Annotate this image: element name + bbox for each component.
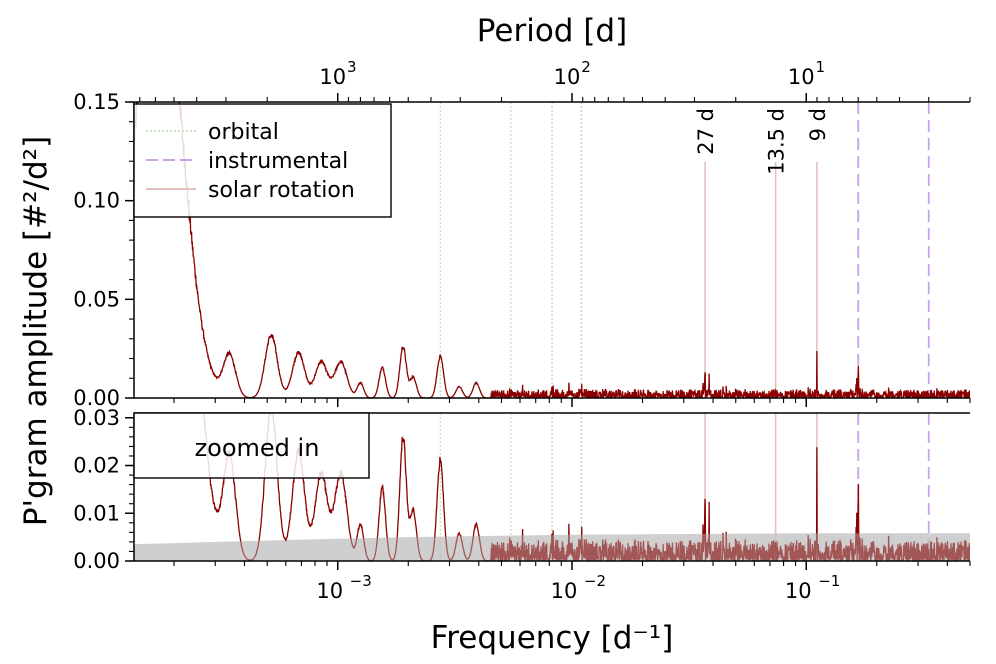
- x-tick-label: 10: [316, 579, 343, 603]
- zoomed-in-frame: [133, 412, 370, 479]
- periodogram-line-main: [134, 102, 970, 398]
- x-tick-exponent: −1: [818, 572, 840, 590]
- axis-ticks: 10 −3 10 −2 10 −110 3 10 2 10 10.000.050.100.150.0…: [73, 58, 971, 603]
- top-tick-label: 10: [554, 65, 581, 89]
- y-tick-label: 0.03: [73, 406, 120, 430]
- y-tick-label: 0.15: [73, 90, 120, 114]
- solar-rotation-label: 27 d: [694, 108, 718, 155]
- top-tick-exponent: 3: [347, 58, 357, 76]
- top-tick-label: 10: [788, 65, 815, 89]
- x-tick-label: 10: [785, 579, 812, 603]
- zoomed-in-label: zoomed in: [195, 434, 320, 462]
- x-axis-title: Frequency [d⁻¹]: [431, 620, 674, 656]
- y-tick-label: 0.02: [73, 454, 120, 478]
- y-tick-label: 0.01: [73, 501, 120, 525]
- y-tick-label: 0.05: [73, 287, 120, 311]
- top-tick-label: 10: [319, 65, 346, 89]
- x-tick-exponent: −3: [350, 572, 372, 590]
- legend-label-solar: solar rotation: [208, 178, 355, 203]
- y-tick-label: 0.00: [73, 549, 120, 573]
- legend-label-orbital: orbital: [208, 120, 279, 145]
- legend-label-instrumental: instrumental: [208, 149, 348, 174]
- solar-rotation-label: 13.5 d: [765, 108, 789, 175]
- top-axis-title: Period [d]: [477, 13, 627, 49]
- legend: orbital instrumental solar rotation: [133, 103, 392, 218]
- y-axis-title: P'gram amplitude [#²/d²]: [18, 136, 54, 526]
- noise-floor-overlay: [134, 533, 970, 561]
- top-tick-exponent: 1: [815, 58, 825, 76]
- reference-lines-main: [439, 102, 930, 398]
- y-tick-label: 0.10: [73, 189, 120, 213]
- y-tick-label: 0.00: [73, 386, 120, 410]
- legend-frame: [133, 103, 392, 218]
- solar-rotation-label: 9 d: [806, 108, 830, 141]
- solar-rotation-labels: 27 d 13.5 d 9 d: [694, 108, 830, 175]
- top-tick-exponent: 2: [581, 58, 591, 76]
- x-tick-exponent: −2: [584, 572, 606, 590]
- zoomed-in-box: zoomed in: [133, 412, 370, 479]
- x-tick-label: 10: [551, 579, 578, 603]
